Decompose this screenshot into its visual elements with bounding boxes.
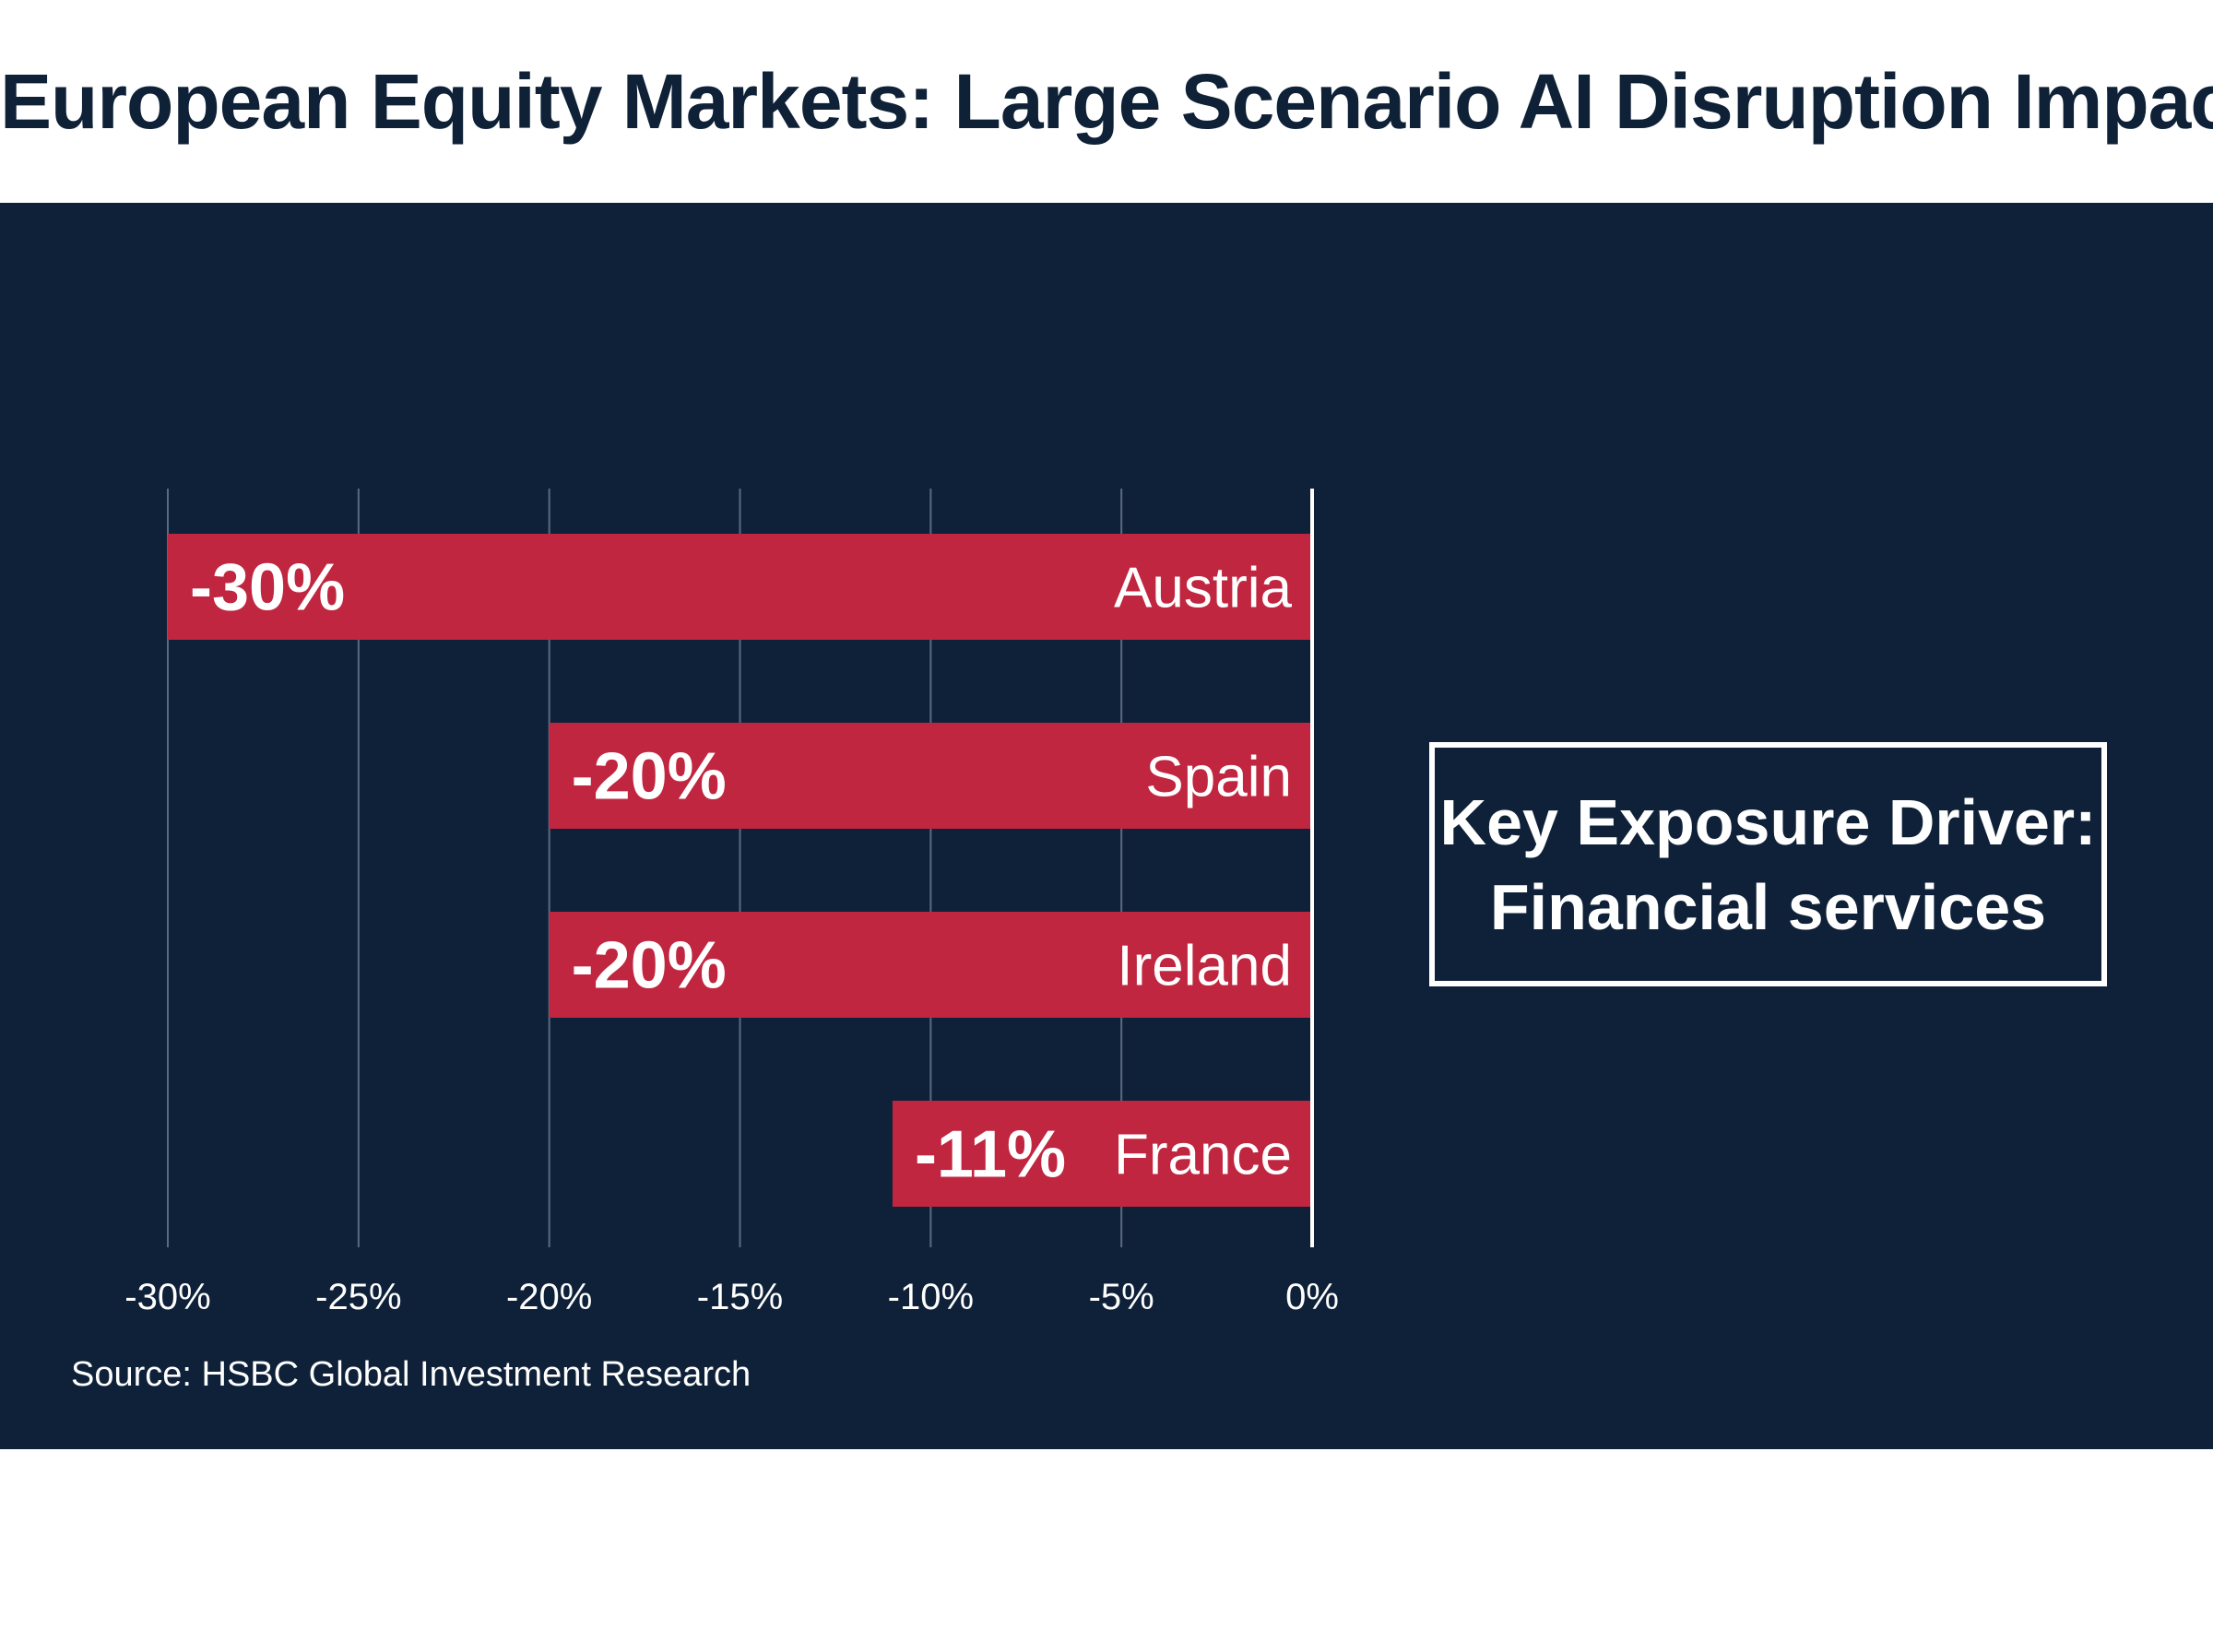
callout-line-1: Key Exposure Driver: — [1439, 785, 2097, 858]
bars — [168, 534, 1312, 1207]
source-note: Source: HSBC Global Investment Research — [71, 1355, 751, 1394]
value-label: -20% — [572, 740, 727, 814]
category-label: France — [1114, 1124, 1292, 1187]
category-label: Ireland — [1117, 935, 1292, 998]
chart-panel: -30% Austria -20% Spain -20% Ireland -11% Franc… — [0, 203, 2213, 1449]
x-tick-label: -25% — [315, 1277, 401, 1317]
x-tick-label: -20% — [506, 1277, 592, 1317]
bar-ireland — [549, 912, 1312, 1018]
x-tick-label: -10% — [888, 1277, 974, 1317]
chart-title: European Equity Markets: Large Scenario … — [0, 58, 2213, 145]
bar-france — [892, 1101, 1312, 1207]
x-tick-label: 0% — [1285, 1277, 1339, 1317]
x-tick-label: -5% — [1089, 1277, 1154, 1317]
value-label: -30% — [190, 551, 345, 625]
x-tick-label: -15% — [697, 1277, 783, 1317]
key-exposure-callout: Key Exposure Driver: Financial services — [1429, 742, 2107, 986]
category-label: Austria — [1114, 557, 1292, 620]
bar-labels: -30% Austria -20% Spain -20% Ireland -11% Franc… — [190, 551, 1293, 1192]
value-label: -11% — [915, 1118, 1066, 1192]
bar-austria — [168, 534, 1312, 640]
x-tick-label: -30% — [124, 1277, 210, 1317]
category-label: Spain — [1145, 746, 1292, 809]
value-label: -20% — [572, 929, 727, 1003]
x-axis-ticks: -30% -25% -20% -15% -10% -5% 0% — [124, 1277, 1339, 1317]
bar-chart: -30% Austria -20% Spain -20% Ireland -11% Franc… — [124, 489, 1339, 1317]
bar-spain — [549, 723, 1312, 829]
callout-line-2: Financial services — [1489, 870, 2047, 943]
